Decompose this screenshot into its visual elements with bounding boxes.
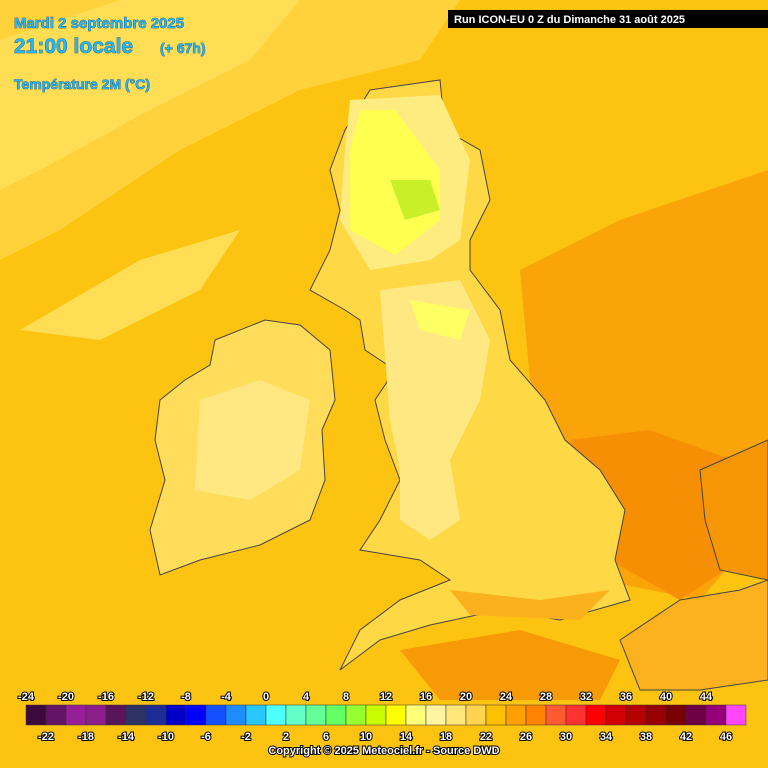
scale-label: -8 — [181, 691, 191, 703]
scale-label: -20 — [58, 691, 74, 703]
land-continent — [699, 439, 768, 581]
color-swatch — [265, 704, 287, 726]
color-swatch — [665, 704, 687, 726]
color-swatch — [585, 704, 607, 726]
scale-label: 6 — [323, 731, 329, 743]
scale-label: -4 — [221, 691, 232, 703]
color-swatch — [465, 704, 487, 726]
color-swatch — [365, 704, 387, 726]
color-swatch — [325, 704, 347, 726]
color-swatch — [345, 704, 367, 726]
scale-label: 20 — [460, 691, 472, 703]
color-scale: -24 -20 -16 -12 -8 -4 0 4 8 12 16 20 24 28 32 36 40 44-22… — [17, 690, 747, 744]
scale-label: -14 — [118, 731, 135, 743]
scale-label: 8 — [343, 691, 349, 703]
forecast-date: Mardi 2 septembre 2025 — [14, 15, 184, 32]
color-swatch — [125, 704, 147, 726]
scale-label: 4 — [303, 691, 310, 703]
scale-label: 24 — [500, 691, 513, 703]
scale-label: 32 — [580, 691, 592, 703]
color-swatch — [445, 704, 467, 726]
scale-label: 36 — [620, 691, 632, 703]
forecast-time: 21:00 locale — [14, 35, 133, 58]
field-zone — [20, 230, 240, 340]
color-swatch — [185, 704, 207, 726]
field-zone — [390, 180, 440, 220]
scale-label: 16 — [420, 691, 432, 703]
color-swatch — [45, 704, 67, 726]
scale-label: 42 — [680, 731, 692, 743]
scale-label: 46 — [720, 731, 732, 743]
color-swatch — [105, 704, 127, 726]
color-swatch — [485, 704, 507, 726]
scale-label: 34 — [600, 731, 613, 743]
color-swatch — [425, 704, 447, 726]
scale-label: 0 — [263, 691, 269, 703]
variable-label: Température 2M (°C) — [14, 76, 150, 92]
color-swatch — [165, 704, 187, 726]
scale-label: -22 — [38, 731, 54, 743]
run-label-box — [448, 10, 768, 28]
color-swatch — [545, 704, 567, 726]
color-swatch — [505, 704, 527, 726]
scale-label: -16 — [98, 691, 114, 703]
color-swatch — [65, 704, 87, 726]
color-swatch — [25, 704, 47, 726]
scale-label: 40 — [660, 691, 672, 703]
color-swatch — [305, 704, 327, 726]
copyright: Copyright © 2025 Meteociel.fr - Source D… — [268, 745, 499, 757]
color-swatch — [205, 704, 227, 726]
color-swatch — [565, 704, 587, 726]
scale-label: -10 — [158, 731, 174, 743]
field-zone — [450, 590, 610, 620]
color-swatch — [685, 704, 707, 726]
field-zone — [195, 380, 310, 500]
field-zone — [410, 300, 470, 340]
color-swatch — [705, 704, 727, 726]
forecast-lead: (+ 67h) — [160, 40, 206, 56]
color-swatch — [725, 704, 747, 726]
land-continent — [619, 579, 768, 691]
color-swatch — [645, 704, 667, 726]
field-zone — [0, 0, 300, 190]
color-swatch — [145, 704, 167, 726]
scale-label: 38 — [640, 731, 652, 743]
scale-label: 22 — [480, 731, 492, 743]
scale-label: -24 — [18, 691, 35, 703]
color-swatch — [85, 704, 107, 726]
scale-label: -6 — [201, 731, 211, 743]
scale-label: 10 — [360, 731, 372, 743]
color-swatch — [385, 704, 407, 726]
field-zone — [400, 630, 620, 700]
color-swatch — [525, 704, 547, 726]
scale-label: 2 — [283, 731, 289, 743]
color-swatch — [605, 704, 627, 726]
color-swatch — [285, 704, 307, 726]
field-zone — [380, 280, 490, 540]
scale-label: 26 — [520, 731, 532, 743]
color-swatch — [225, 704, 247, 726]
color-swatch — [625, 704, 647, 726]
scale-label: 44 — [700, 691, 713, 703]
scale-label: 14 — [400, 731, 413, 743]
scale-label: -18 — [78, 731, 94, 743]
scale-label: 28 — [540, 691, 552, 703]
color-swatch — [245, 704, 267, 726]
scale-label: 30 — [560, 731, 572, 743]
scale-label: -2 — [241, 731, 251, 743]
scale-label: 18 — [440, 731, 452, 743]
color-swatch — [405, 704, 427, 726]
run-label: Run ICON-EU 0 Z du Dimanche 31 août 2025 — [454, 14, 685, 26]
scale-label: 12 — [380, 691, 392, 703]
scale-label: -12 — [138, 691, 154, 703]
